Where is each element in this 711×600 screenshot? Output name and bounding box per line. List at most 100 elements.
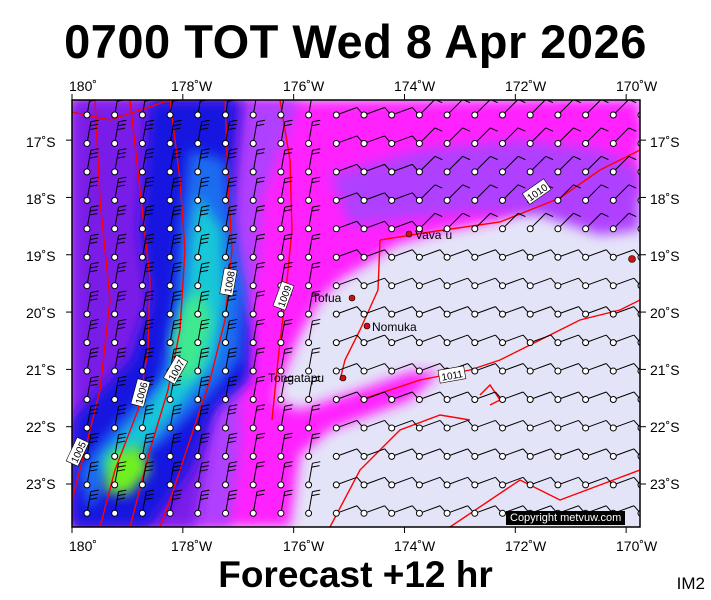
wind-barb — [499, 277, 529, 290]
lat-label-left-6: 23˚S — [26, 476, 56, 492]
wind-barb — [111, 318, 127, 347]
wind-barb — [138, 489, 155, 517]
wind-barb — [471, 505, 502, 517]
wind-barb — [360, 334, 391, 347]
wind-barb — [138, 119, 155, 147]
map-frame — [71, 99, 641, 528]
wind-barb — [166, 318, 182, 347]
wind-barb — [332, 306, 363, 318]
wind-barb — [526, 127, 554, 147]
wind-barb — [332, 107, 363, 119]
wind-barb — [138, 318, 155, 347]
wind-barb — [249, 262, 265, 290]
wind-barb — [249, 176, 265, 204]
wind-barb — [305, 461, 321, 489]
lat-label-right-6: 23˚S — [650, 476, 680, 492]
wind-barb — [609, 306, 640, 318]
wind-barb — [637, 168, 640, 176]
wind-barb — [609, 100, 637, 119]
wind-barb — [305, 432, 321, 460]
place-label-vavau: Vava`u — [415, 228, 452, 242]
wind-barb — [166, 461, 182, 489]
wind-barb — [388, 277, 418, 290]
wind-barb — [499, 212, 526, 233]
wind-barb — [332, 391, 363, 403]
wind-barb — [609, 391, 640, 403]
storm-wind-region — [100, 195, 225, 480]
wind-barb — [111, 404, 127, 432]
wind-barb — [471, 419, 502, 432]
wind-barb — [526, 419, 557, 432]
wind-barb — [83, 461, 99, 489]
wind-barb — [111, 347, 127, 375]
wind-barb — [582, 419, 612, 432]
wind-barb — [83, 347, 99, 375]
wind-barb — [305, 100, 313, 119]
wind-barb — [582, 363, 612, 375]
wind-barb — [526, 306, 557, 318]
wind-barb — [499, 155, 526, 176]
isobar-1006 — [99, 100, 151, 527]
wind-barb — [415, 277, 446, 290]
lon-label-top-2: 176˚W — [283, 78, 325, 94]
wind-barb — [499, 448, 529, 460]
wind-barb — [305, 119, 321, 147]
lat-label-right-0: 17˚S — [650, 134, 680, 150]
wind-barb — [388, 107, 418, 119]
wind-barb — [582, 127, 609, 147]
wind-barb — [582, 306, 612, 318]
wind-barb — [166, 432, 182, 460]
wind-barb — [388, 363, 418, 375]
wind-barb — [499, 100, 526, 119]
wind-barb — [609, 127, 637, 147]
isobar-1005 — [72, 100, 111, 501]
wind-barb — [83, 176, 99, 204]
wind-barb — [332, 363, 363, 375]
wind-barb — [360, 107, 391, 119]
wind-barb — [554, 212, 581, 233]
place-markers: Vava`u Tofua Nomuka Tongatapu — [268, 228, 636, 385]
wind-barb — [249, 318, 265, 347]
wind-barb — [609, 334, 640, 347]
lat-label-left-4: 21˚S — [26, 362, 56, 378]
wind-barb — [332, 419, 363, 432]
isobar-labels: 1010 1009 1008 1007 1006 1005 1011 — [65, 178, 552, 467]
wind-barb — [471, 448, 502, 460]
tongatapu-dot — [339, 374, 347, 382]
wind-barb — [637, 509, 640, 517]
lon-label-top-5: 170˚W — [616, 78, 658, 94]
wind-barb — [222, 489, 238, 517]
wind-barb — [83, 375, 99, 403]
wind-barb — [415, 249, 446, 261]
wind-barb — [415, 476, 446, 489]
wind-barb — [637, 282, 640, 290]
wind-barb — [222, 461, 238, 489]
wind-barb — [609, 419, 640, 432]
wind-barb — [194, 461, 210, 489]
wind-barb — [249, 375, 265, 403]
wind-barb — [222, 205, 238, 233]
wind-barb — [332, 192, 363, 204]
wind-barb — [194, 148, 210, 176]
wind-barb — [305, 404, 321, 432]
lon-label-top-0: 180˚ — [69, 78, 98, 94]
isobar-1007 — [129, 100, 186, 527]
wind-barb — [443, 419, 474, 432]
nomuka-dot — [363, 322, 371, 330]
wind-barb — [388, 391, 418, 403]
wind-barb — [471, 476, 502, 489]
wind-barb — [166, 290, 182, 318]
lat-label-left-3: 20˚S — [26, 305, 56, 321]
wind-barb — [415, 155, 443, 176]
wind-barb — [471, 277, 502, 290]
wind-barb — [166, 176, 182, 204]
wind-barb — [554, 306, 585, 318]
wind-barb — [443, 212, 471, 233]
wind-barb — [83, 290, 99, 318]
wind-barb — [305, 489, 321, 517]
wind-barb — [332, 476, 363, 489]
wind-barb — [222, 404, 238, 432]
wind-barb — [609, 277, 640, 290]
wind-barb — [305, 176, 321, 204]
wind-barb — [443, 249, 474, 261]
